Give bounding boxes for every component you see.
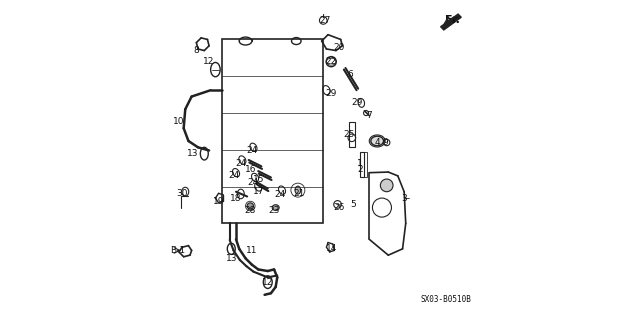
- Polygon shape: [441, 14, 461, 30]
- Circle shape: [247, 203, 254, 209]
- Text: 27: 27: [319, 16, 331, 25]
- Text: 3: 3: [401, 194, 407, 203]
- Text: 9: 9: [382, 138, 388, 147]
- Text: 25: 25: [343, 130, 354, 139]
- Text: 24: 24: [275, 190, 286, 199]
- Text: 20: 20: [333, 43, 345, 52]
- Text: 6: 6: [347, 70, 353, 79]
- Text: 29: 29: [326, 89, 337, 98]
- Text: 24: 24: [247, 146, 257, 155]
- Text: 22: 22: [326, 57, 337, 66]
- Text: 19: 19: [213, 197, 224, 206]
- Text: B-1: B-1: [170, 246, 185, 255]
- Text: 4: 4: [375, 138, 380, 147]
- Text: 16: 16: [245, 165, 256, 174]
- Text: 5: 5: [350, 200, 356, 209]
- Text: 26: 26: [333, 203, 345, 212]
- Text: 24: 24: [248, 178, 259, 187]
- Text: Fr.: Fr.: [445, 15, 461, 25]
- Text: 24: 24: [235, 159, 247, 168]
- Bar: [364, 152, 367, 178]
- Text: 8: 8: [194, 46, 199, 55]
- Ellipse shape: [272, 205, 279, 211]
- Ellipse shape: [371, 136, 383, 146]
- Text: 21: 21: [294, 189, 305, 198]
- Text: 18: 18: [230, 194, 242, 203]
- Text: 14: 14: [326, 244, 337, 253]
- Text: 7: 7: [366, 111, 372, 120]
- Bar: [222, 39, 323, 223]
- Text: 12: 12: [203, 57, 215, 66]
- Text: 1: 1: [357, 159, 362, 168]
- Bar: [348, 122, 355, 147]
- Text: 28: 28: [245, 206, 256, 215]
- Circle shape: [380, 179, 393, 192]
- Text: 10: 10: [173, 117, 185, 126]
- Text: 17: 17: [252, 187, 264, 196]
- Text: 29: 29: [351, 99, 362, 108]
- Text: 15: 15: [252, 174, 264, 184]
- Text: 13: 13: [187, 149, 199, 158]
- Ellipse shape: [295, 186, 301, 194]
- Text: 30: 30: [176, 189, 188, 198]
- Bar: [360, 152, 364, 178]
- Text: SX03-B0510B: SX03-B0510B: [420, 295, 471, 304]
- Text: 2: 2: [357, 165, 362, 174]
- Text: 13: 13: [225, 254, 237, 263]
- Text: 11: 11: [246, 246, 257, 255]
- Text: 24: 24: [229, 172, 240, 180]
- Text: 12: 12: [262, 278, 273, 287]
- Text: 23: 23: [268, 206, 280, 215]
